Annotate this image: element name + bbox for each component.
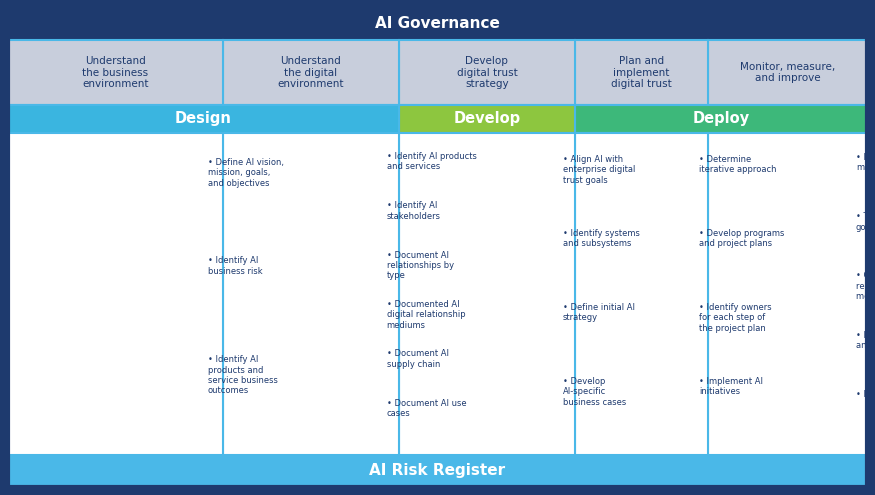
Bar [8, 455, 867, 487]
Text: • Document AI capability
and maturity: • Document AI capability and maturity [856, 331, 875, 350]
Text: Design: Design [175, 111, 232, 127]
Bar [575, 133, 708, 455]
Text: AI Governance: AI Governance [375, 16, 500, 32]
Text: • Identify systems
and subsystems: • Identify systems and subsystems [563, 229, 640, 248]
Text: • Develop programs
and project plans: • Develop programs and project plans [699, 229, 784, 248]
Bar [575, 105, 867, 133]
Text: • Documented AI
digital relationship
mediums: • Documented AI digital relationship med… [387, 300, 466, 330]
Text: • Align AI with
enterprise digital
trust goals: • Align AI with enterprise digital trust… [563, 155, 635, 185]
Bar [399, 133, 575, 455]
Text: • Document AI
relationships by
type: • Document AI relationships by type [387, 250, 453, 280]
Bar [575, 40, 708, 105]
Text: • Identify AI
products and
service business
outcomes: • Identify AI products and service busin… [207, 355, 277, 396]
Text: Develop: Develop [453, 111, 521, 127]
Bar [708, 133, 867, 455]
Text: • Define key AI digital trust
measurements: • Define key AI digital trust measuremen… [856, 153, 875, 172]
Text: • Identify AI products
and services: • Identify AI products and services [387, 152, 476, 171]
Text: • Identify AI
stakeholders: • Identify AI stakeholders [387, 201, 440, 221]
Bar [399, 40, 575, 105]
Text: • Identify AI
business risk: • Identify AI business risk [207, 256, 262, 276]
Bar [223, 133, 399, 455]
Text: • Define initial AI
strategy: • Define initial AI strategy [563, 303, 634, 322]
Bar [8, 8, 867, 40]
Text: • Target AI measurement
goals: • Target AI measurement goals [856, 212, 875, 232]
Bar [708, 40, 867, 105]
Text: • Identify owners
for each step of
the project plan: • Identify owners for each step of the p… [699, 303, 772, 333]
Text: Deploy: Deploy [692, 111, 750, 127]
Text: • Develop
AI-specific
business cases: • Develop AI-specific business cases [563, 377, 626, 407]
Text: Plan and
implement
digital trust: Plan and implement digital trust [611, 56, 672, 89]
Text: Understand
the business
environment: Understand the business environment [82, 56, 149, 89]
Text: Develop
digital trust
strategy: Develop digital trust strategy [457, 56, 517, 89]
Bar [8, 40, 223, 105]
Text: • Define AI vision,
mission, goals,
and objectives: • Define AI vision, mission, goals, and … [207, 158, 284, 188]
Text: • Implement AI
initiatives: • Implement AI initiatives [699, 377, 763, 396]
Bar [223, 40, 399, 105]
Bar [8, 105, 399, 133]
Text: • Determine
iterative approach: • Determine iterative approach [699, 155, 776, 174]
Text: Understand
the digital
environment: Understand the digital environment [277, 56, 344, 89]
Text: AI Risk Register: AI Risk Register [369, 463, 506, 479]
Text: • Document AI
supply chain: • Document AI supply chain [387, 349, 449, 369]
Text: Monitor, measure,
and improve: Monitor, measure, and improve [740, 62, 835, 83]
Text: • Collect, monitor, and
respond to measure-
ments (e.g., model drift): • Collect, monitor, and respond to measu… [856, 271, 875, 301]
Text: • Improve continuously: • Improve continuously [856, 390, 875, 399]
Bar [399, 105, 575, 133]
Text: • Document AI use
cases: • Document AI use cases [387, 398, 466, 418]
Bar [8, 133, 223, 455]
